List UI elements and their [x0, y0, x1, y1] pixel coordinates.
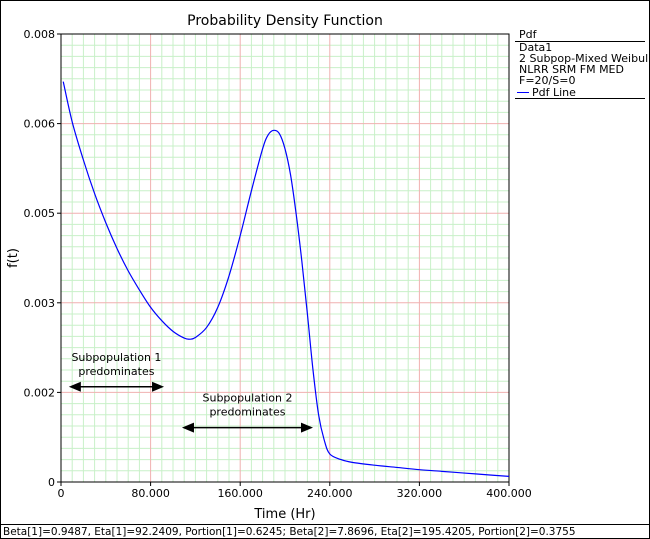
series-layer	[62, 81, 510, 477]
legend-line-swatch	[517, 91, 529, 93]
status-parameters: Beta[1]=0.9487, Eta[1]=92.2409, Portion[…	[3, 526, 576, 538]
legend-series-entry: Pdf Line	[515, 86, 645, 99]
y-tick-label: 0	[48, 476, 55, 489]
y-tick-label: 0.005	[24, 207, 56, 220]
y-tick-label: 0.003	[24, 297, 56, 310]
y-axis-label: f(t)	[6, 248, 21, 268]
annotation-arrowhead-left-2	[181, 422, 194, 433]
plot-area-border	[60, 33, 510, 483]
legend-line-model: 2 Subpop-Mixed Weibull	[519, 52, 650, 65]
status-bar: Beta[1]=0.9487, Eta[1]=92.2409, Portion[…	[1, 524, 649, 538]
y-tick-label: 0.002	[24, 386, 56, 399]
legend-line-method: NLRR SRM FM MED	[519, 63, 624, 76]
axis-ticks: 0 80.000 160.000 240.000 320.000 400.000 0 0.00…	[24, 28, 532, 500]
legend-line-dataset: Data1	[519, 41, 553, 54]
legend-line-counts: F=20/S=0	[519, 74, 576, 87]
annotations: Subpopulation 1predominatesSubpopulation…	[68, 351, 313, 433]
annotation-text-2: predominates	[209, 406, 285, 419]
x-tick-label: 160.000	[217, 487, 263, 500]
annotation-text-2: Subpopulation 2	[202, 392, 292, 405]
legend-header: Pdf	[515, 29, 645, 42]
legend: Pdf Data1 2 Subpop-Mixed Weibull NLRR SR…	[515, 29, 650, 99]
x-axis-label: Time (Hr)	[253, 507, 315, 522]
x-tick-label: 80.000	[131, 487, 170, 500]
x-tick-label: 320.000	[397, 487, 443, 500]
pdf-series-line	[62, 81, 510, 477]
y-tick-label: 0.006	[24, 118, 56, 131]
x-tick-label: 0	[58, 487, 65, 500]
annotation-arrowhead-right-1	[152, 381, 165, 392]
pdf-chart: Probability Density Function 0 80.000 160.…	[6, 13, 532, 522]
legend-series-label: Pdf Line	[532, 85, 576, 99]
annotation-text-1: predominates	[78, 365, 154, 378]
grid	[61, 34, 509, 482]
x-tick-label: 400.000	[486, 487, 532, 500]
annotation-arrowhead-right-2	[301, 422, 313, 433]
annotation-arrowhead-left-1	[68, 381, 81, 392]
x-tick-label: 240.000	[307, 487, 353, 500]
y-tick-label: 0.008	[24, 28, 56, 41]
annotation-text-1: Subpopulation 1	[71, 351, 161, 364]
chart-title: Probability Density Function	[187, 13, 383, 29]
